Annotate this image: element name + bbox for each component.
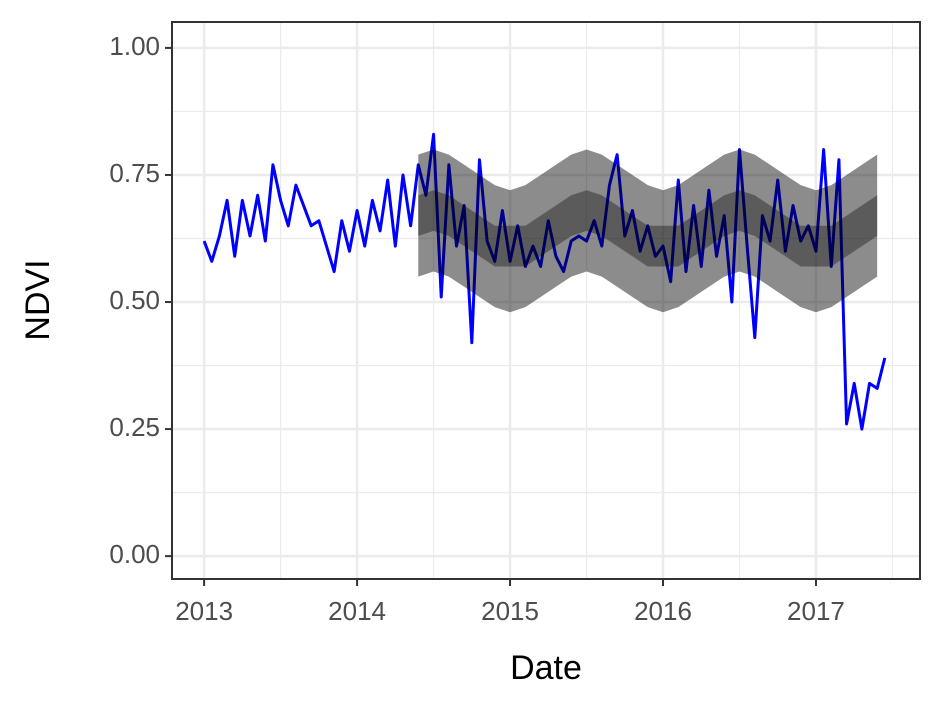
- interval-band: [418, 190, 878, 267]
- interval-band: [418, 149, 878, 313]
- x-tick-label: 2014: [328, 596, 386, 626]
- y-tick-label: 0.75: [109, 158, 160, 188]
- y-tick-label: 0.00: [109, 539, 160, 569]
- y-tick-label: 0.25: [109, 412, 160, 442]
- data-line: [202, 132, 887, 431]
- x-tick-label: 2017: [787, 596, 845, 626]
- y-axis-title: NDVI: [19, 259, 57, 340]
- x-axis-title: Date: [510, 649, 582, 687]
- x-tick-label: 2015: [481, 596, 539, 626]
- x-tick-label: 2016: [634, 596, 692, 626]
- x-tick-label: 2013: [175, 596, 233, 626]
- y-tick-label: 0.50: [109, 285, 160, 315]
- y-tick-label: 1.00: [109, 31, 160, 61]
- plot-border: [171, 21, 921, 580]
